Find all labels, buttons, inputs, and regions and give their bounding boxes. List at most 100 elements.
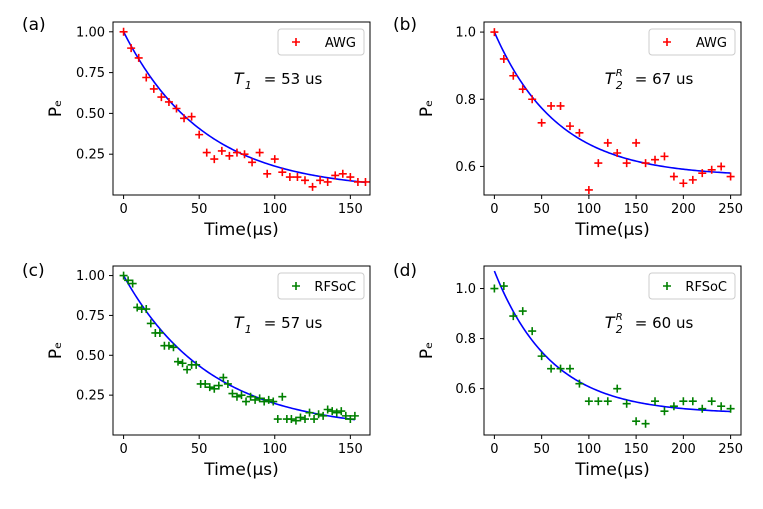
data-point	[192, 360, 201, 369]
y-tick-label: 1.00	[76, 25, 105, 40]
data-point	[246, 392, 255, 401]
data-point	[316, 176, 325, 185]
y-axis-label: Pₑ	[46, 342, 66, 359]
data-point	[142, 73, 151, 82]
data-point	[214, 381, 223, 390]
y-tick-label: 1.0	[455, 26, 476, 41]
data-point	[338, 169, 347, 178]
data-point	[273, 415, 282, 424]
y-tick-label: 0.8	[455, 93, 476, 108]
data-point	[183, 365, 192, 374]
data-point	[124, 276, 133, 285]
legend-label: AWG	[696, 36, 727, 51]
annotation: T 1 = 53 us	[234, 69, 323, 92]
data-point	[251, 395, 260, 404]
data-point	[232, 392, 241, 401]
data-point	[180, 114, 189, 123]
data-point	[679, 179, 688, 188]
data-point	[651, 397, 660, 406]
x-tick-label: 0	[119, 442, 127, 457]
data-point	[353, 177, 362, 186]
data-point	[331, 171, 340, 180]
data-point	[187, 112, 196, 121]
data-point	[314, 410, 323, 419]
data-point	[350, 411, 359, 420]
legend: RFSoC	[648, 272, 736, 300]
data-point	[201, 379, 210, 388]
data-point	[210, 384, 219, 393]
data-point	[537, 352, 546, 361]
panel-label: (b)	[393, 15, 417, 35]
data-point	[264, 395, 273, 404]
legend-label: RFSoC	[314, 280, 356, 295]
data-point	[178, 359, 187, 368]
y-tick-label: 0.25	[76, 148, 105, 163]
data-point	[518, 307, 527, 316]
x-tick-label: 50	[533, 202, 550, 217]
legend-label: AWG	[325, 36, 356, 51]
data-point	[127, 44, 136, 53]
y-tick-label: 0.50	[76, 107, 105, 122]
data-point	[632, 417, 641, 426]
data-point	[134, 53, 143, 62]
data-point	[270, 155, 279, 164]
y-tick-label: 0.25	[76, 389, 105, 404]
y-tick-label: 0.6	[455, 382, 476, 397]
data-point	[707, 165, 716, 174]
data-point	[323, 177, 332, 186]
data-point	[660, 407, 669, 416]
fit-curve	[493, 270, 731, 413]
annotation-superscript: R	[616, 312, 623, 323]
data-point	[225, 151, 234, 160]
data-point	[547, 101, 556, 110]
x-tick-label: 150	[624, 442, 649, 457]
x-tick-label: 100	[262, 202, 287, 217]
data-point	[237, 391, 246, 400]
data-point	[205, 383, 214, 392]
data-point	[528, 95, 537, 104]
annotation-symbol: T	[234, 69, 245, 88]
panel-label: (d)	[393, 261, 417, 281]
data-point	[669, 402, 678, 411]
data-point	[641, 159, 650, 168]
x-tick-label: 250	[718, 442, 743, 457]
data-point	[575, 379, 584, 388]
panel-label: (a)	[22, 15, 46, 35]
data-point	[632, 138, 641, 147]
x-tick-label: 50	[191, 442, 208, 457]
data-point	[698, 169, 707, 178]
x-tick-label: 50	[191, 202, 208, 217]
x-tick-label: 50	[533, 442, 550, 457]
x-tick-label: 0	[119, 202, 127, 217]
y-axis-label: Pₑ	[46, 100, 66, 117]
data-point	[305, 408, 314, 417]
data-point	[547, 364, 556, 373]
data-point	[248, 158, 257, 167]
data-point	[622, 159, 631, 168]
y-axis-label: Pₑ	[417, 342, 437, 359]
data-point	[509, 71, 518, 80]
data-point	[726, 404, 735, 413]
data-point	[255, 148, 264, 157]
x-tick-label: 100	[576, 442, 601, 457]
legend-marker	[292, 38, 300, 46]
data-point	[726, 172, 735, 181]
data-point	[660, 152, 669, 161]
annotation-subscript: 1	[245, 79, 252, 92]
data-point	[146, 319, 155, 328]
annotation-value: = 67 us	[635, 70, 694, 88]
data-point	[300, 415, 309, 424]
legend-marker	[292, 282, 300, 290]
data-point	[565, 122, 574, 131]
annotation-symbol: T	[234, 313, 245, 332]
data-point	[499, 282, 508, 291]
x-axis-label: Time(μs)	[203, 460, 279, 480]
data-point	[155, 328, 164, 337]
data-point	[490, 284, 499, 293]
x-tick-label: 0	[490, 202, 498, 217]
data-point	[361, 177, 370, 186]
legend-box	[648, 28, 736, 56]
data-point	[255, 394, 264, 403]
y-tick-label: 0.75	[76, 309, 105, 324]
